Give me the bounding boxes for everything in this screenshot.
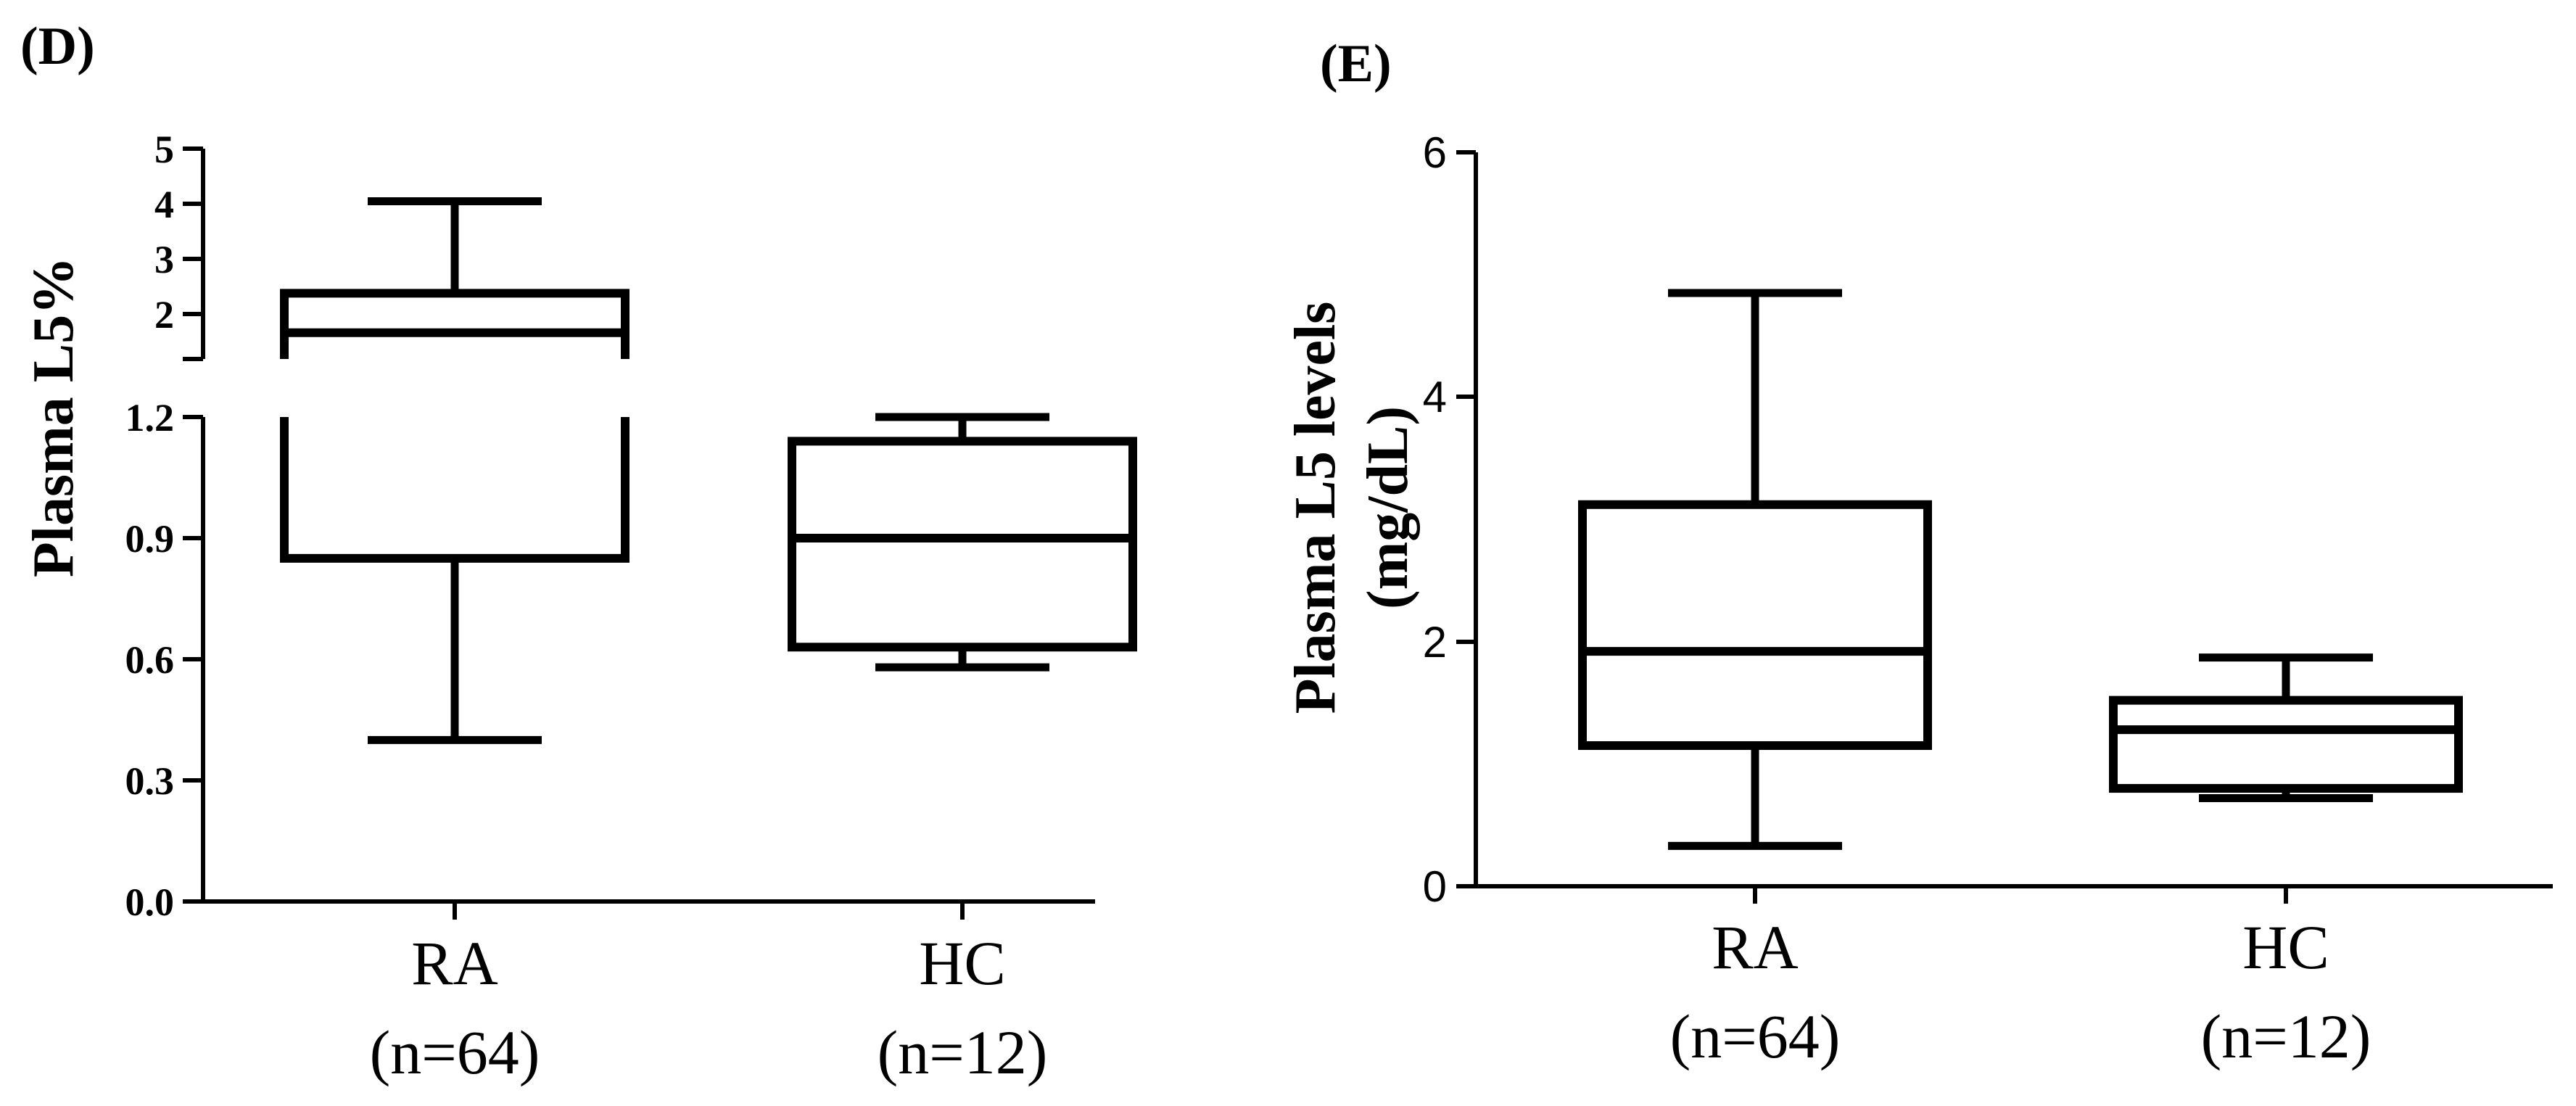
panel-d-y-tick-label: 2: [154, 293, 174, 337]
panel-d-y-tick-label: 1.2: [125, 396, 175, 439]
panel-e-y-tick-label: 2: [1423, 618, 1447, 667]
panel-e-x-label-ra: RA: [1712, 912, 1798, 982]
panel-d-y-tick-label: 3: [154, 238, 174, 281]
panel-e-x-label-hc-n: (n=12): [2201, 1002, 2371, 1071]
panel-d-lower-ticks: 0.0 0.3 0.6 0.9 1.2: [125, 396, 203, 924]
panel-d-x-label-ra: RA: [411, 928, 498, 998]
panel-e-y-ticks: 0 2 4 6: [1423, 128, 1476, 911]
panel-d-y-tick-label: 0.0: [125, 880, 175, 924]
panel-d-upper-ticks: 2 3 4 5: [154, 128, 203, 361]
panel-d-y-axis-label: Plasma L5%: [22, 257, 86, 577]
panel-e-label: (E): [1320, 34, 1392, 94]
panel-d-x-label-hc: HC: [919, 928, 1005, 998]
panel-e-box-ra: [1578, 289, 1932, 850]
panel-d-label: (D): [20, 17, 95, 76]
panel-e-y-axis-label-line1: Plasma L5 levels: [1284, 302, 1347, 714]
panel-d-box-ra: [280, 197, 629, 744]
panel-d-x-label-ra-n: (n=64): [370, 1018, 540, 1087]
panel-e-y-axis-label-line2: (mg/dL): [1356, 406, 1420, 609]
panel-e-y-tick-label: 0: [1423, 862, 1447, 911]
panel-e: (E) Plasma L5 levels (mg/dL) 0 2 4 6: [1284, 34, 2553, 1071]
panel-e-y-tick-label: 6: [1423, 128, 1447, 177]
panel-d-y-tick-label: 0.9: [125, 517, 175, 561]
panel-d-y-tick-label: 5: [154, 128, 174, 171]
panel-e-hc-box: [2109, 696, 2463, 793]
panel-e-ra-box: [1578, 500, 1932, 751]
panel-d-x-label-hc-n: (n=12): [878, 1018, 1048, 1087]
panel-e-x-label-hc: HC: [2242, 912, 2329, 982]
panel-e-box-hc: [2109, 653, 2463, 803]
panel-e-x-label-ra-n: (n=64): [1670, 1002, 1841, 1071]
panel-d-y-tick-label: 0.6: [125, 638, 175, 682]
panel-d: (D) Plasma L5% 0.0 0.3 0.6 0.9 1.2: [20, 17, 1137, 1087]
panel-d-y-tick-label: 4: [154, 183, 174, 226]
panel-e-y-tick-label: 4: [1423, 373, 1447, 421]
panel-d-y-tick-label: 0.3: [125, 759, 175, 803]
panel-d-box-hc: [788, 413, 1137, 672]
panel-d-hc-box: [788, 437, 1137, 652]
